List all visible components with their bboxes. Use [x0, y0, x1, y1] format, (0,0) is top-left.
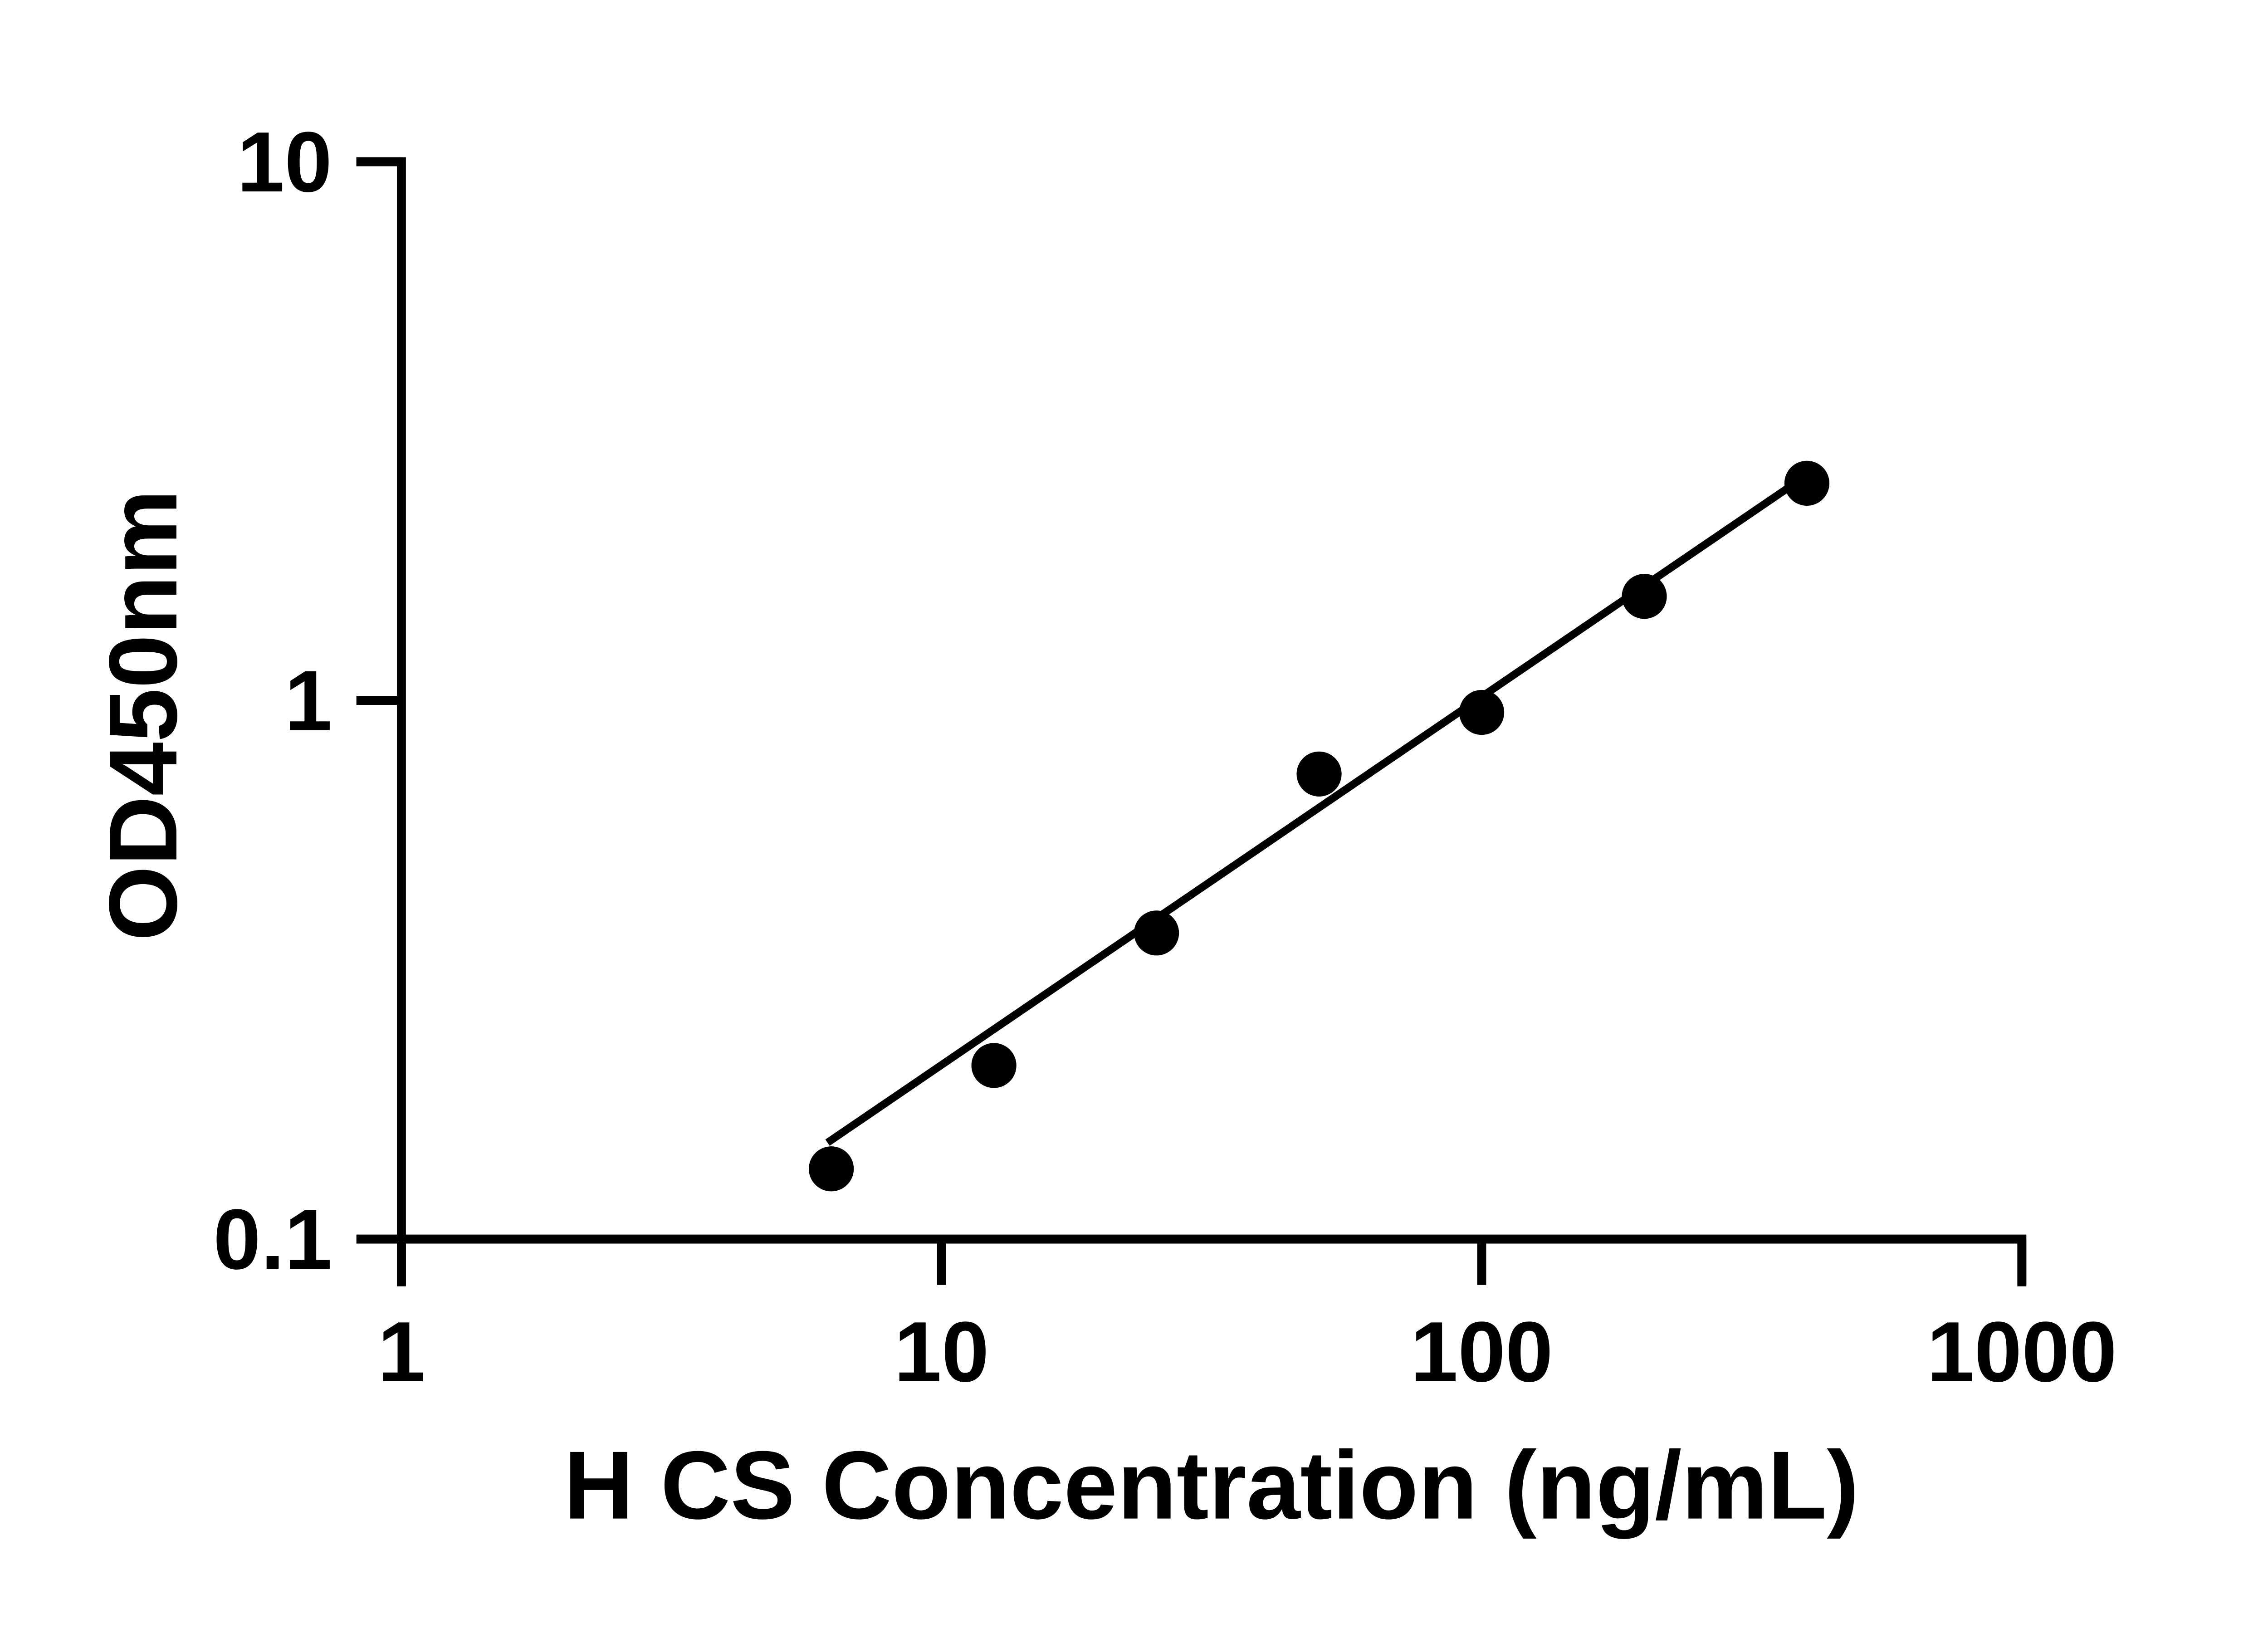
x-ticks	[397, 1239, 2027, 1285]
y-tick-label: 1	[284, 653, 332, 748]
data-points	[809, 460, 1830, 1192]
y-axis-line	[356, 157, 406, 1286]
trend-line	[825, 472, 1809, 1146]
x-axis-line	[401, 1234, 2027, 1286]
y-tick-label: 0.1	[213, 1191, 332, 1287]
x-tick-label: 1000	[1927, 1304, 2117, 1399]
data-point	[1459, 689, 1505, 735]
data-point	[809, 1146, 854, 1192]
trend-line-group	[825, 472, 1809, 1146]
y-tick-labels: 10 1 0.1	[213, 114, 332, 1287]
x-tick-label: 100	[1410, 1304, 1553, 1399]
data-point	[971, 1043, 1017, 1088]
x-tick-label: 10	[894, 1304, 989, 1399]
data-point	[1622, 574, 1667, 619]
y-ticks	[356, 157, 401, 1244]
data-point	[1784, 460, 1830, 506]
y-axis-title: OD450nm	[89, 489, 197, 941]
y-tick-label: 10	[237, 114, 332, 210]
data-point	[1134, 910, 1179, 956]
x-tick-labels: 1 10 100 1000	[378, 1304, 2117, 1399]
x-tick-label: 1	[378, 1304, 425, 1399]
x-axis-title: H CS Concentration (ng/mL)	[564, 1432, 1859, 1540]
data-point	[1296, 751, 1342, 797]
